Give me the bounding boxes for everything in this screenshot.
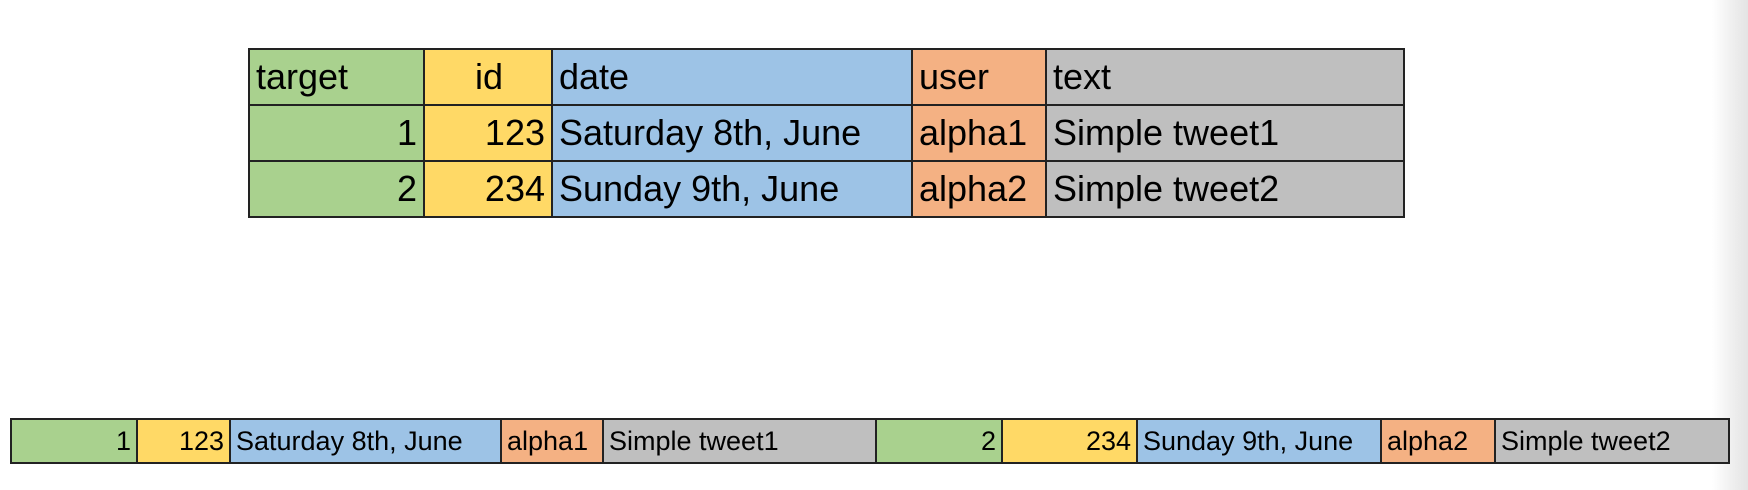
cell-target: 1 <box>248 104 425 162</box>
flat-cell-text: Simple tweet1 <box>602 418 877 464</box>
tweets-table: target id date user text 1 123 Saturday … <box>248 48 1405 218</box>
header-user: user <box>911 48 1047 106</box>
page-edge-shadow <box>1712 0 1748 490</box>
flat-cell-date: Sunday 9th, June <box>1136 418 1382 464</box>
cell-id: 234 <box>423 160 553 218</box>
cell-user: alpha2 <box>911 160 1047 218</box>
flat-cell-target: 1 <box>10 418 138 464</box>
cell-target: 2 <box>248 160 425 218</box>
flat-cell-user: alpha2 <box>1380 418 1496 464</box>
flat-cell-user: alpha1 <box>500 418 604 464</box>
flat-cell-date: Saturday 8th, June <box>229 418 502 464</box>
cell-text: Simple tweet2 <box>1045 160 1405 218</box>
table-row: 1 123 Saturday 8th, June alpha1 Simple t… <box>248 104 1405 162</box>
flat-cell-text: Simple tweet2 <box>1494 418 1730 464</box>
cell-text: Simple tweet1 <box>1045 104 1405 162</box>
header-text: text <box>1045 48 1405 106</box>
flat-cell-id: 123 <box>136 418 231 464</box>
flat-cell-id: 234 <box>1001 418 1138 464</box>
header-date: date <box>551 48 913 106</box>
table-row: 2 234 Sunday 9th, June alpha2 Simple twe… <box>248 160 1405 218</box>
header-target: target <box>248 48 425 106</box>
cell-user: alpha1 <box>911 104 1047 162</box>
cell-id: 123 <box>423 104 553 162</box>
header-id: id <box>423 48 553 106</box>
flattened-row: 1 123 Saturday 8th, June alpha1 Simple t… <box>10 418 1730 464</box>
cell-date: Saturday 8th, June <box>551 104 913 162</box>
flat-cell-target: 2 <box>875 418 1003 464</box>
flattened-row-table: 1 123 Saturday 8th, June alpha1 Simple t… <box>10 418 1730 464</box>
cell-date: Sunday 9th, June <box>551 160 913 218</box>
header-row: target id date user text <box>248 48 1405 106</box>
